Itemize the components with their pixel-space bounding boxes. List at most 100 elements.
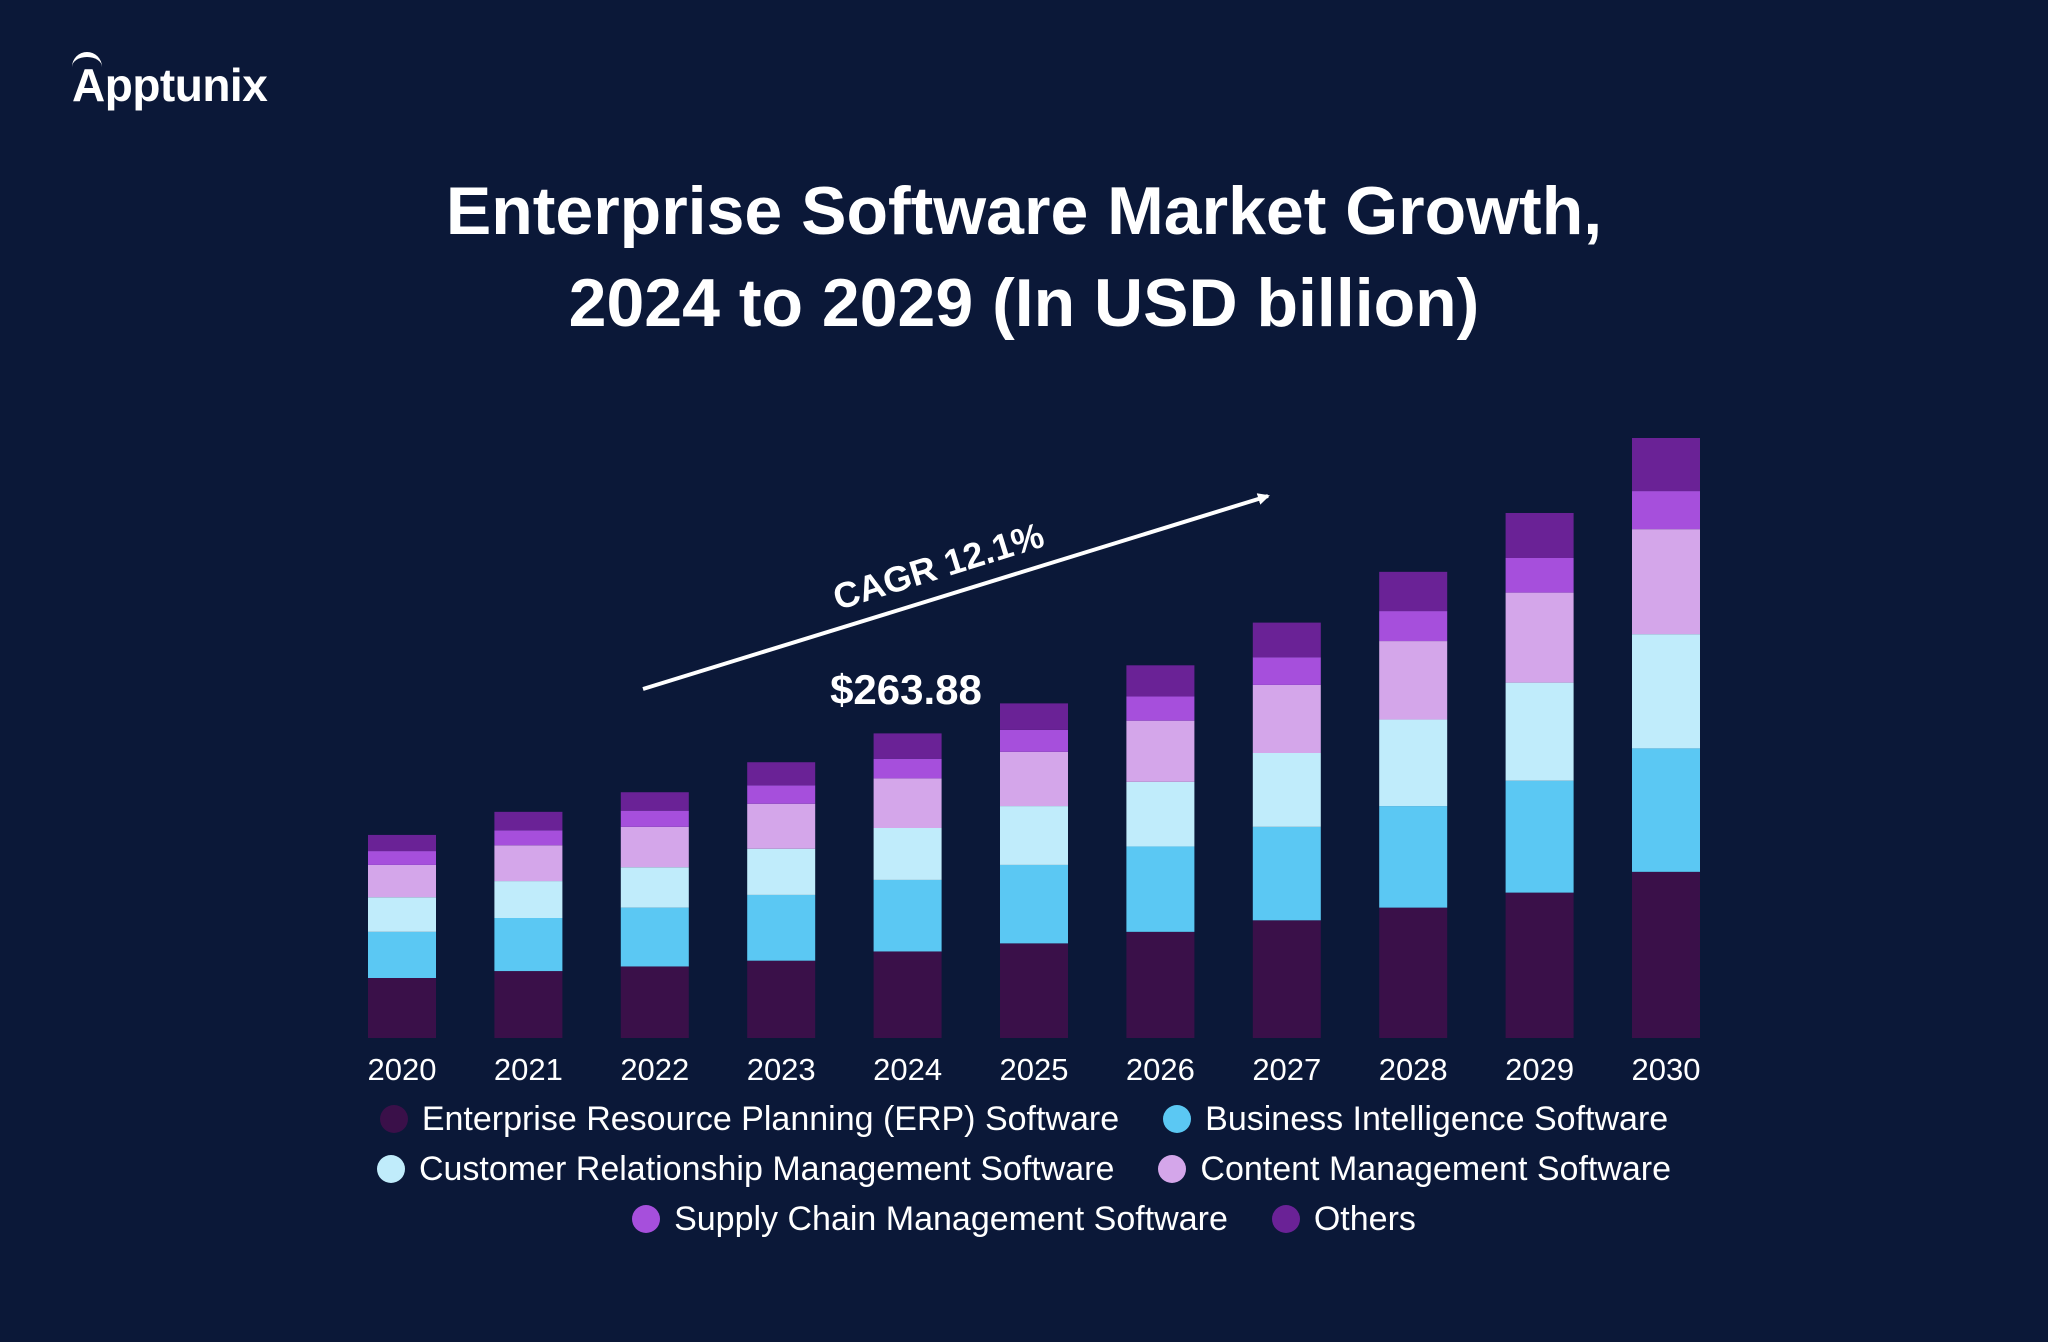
chart-title-line-1: Enterprise Software Market Growth, [445, 173, 1603, 249]
bar-segment-2023-series-4 [747, 785, 816, 804]
legend-label: Content Management Software [1200, 1149, 1672, 1188]
bar-segment-2022-series-2 [620, 867, 689, 908]
bar-segment-2020-series-3 [368, 864, 436, 898]
logo-arc-icon [72, 52, 102, 67]
legend-item: Supply Chain Management Software [632, 1200, 1228, 1239]
highlight-value-label: $263.88 [830, 666, 982, 713]
bar-segment-2029-series-4 [1505, 558, 1574, 593]
legend-swatch-icon [632, 1205, 661, 1233]
x-axis-tick-labels: 2020 2021 2022 2023 2024 2025 2026 2027 2028 2029… [368, 1052, 1701, 1087]
bar-segment-2025-series-3 [1000, 751, 1068, 807]
bar-segment-2030-series-5 [1632, 438, 1700, 492]
chart-title: Enterprise Software Market Growth, 2024 … [0, 165, 2048, 349]
bar-segment-2020-series-1 [368, 931, 436, 978]
legend-swatch-icon [1163, 1105, 1192, 1133]
x-tick-label-2022: 2022 [620, 1052, 689, 1087]
bar-segment-2030-series-4 [1632, 491, 1700, 530]
bar-segment-2029-series-2 [1505, 682, 1574, 781]
bar-segment-2024-series-0 [873, 951, 942, 1038]
bar-segment-2022-series-0 [620, 966, 689, 1038]
bar-segment-2028-series-2 [1379, 719, 1448, 807]
bar-segment-2029-series-5 [1505, 513, 1574, 558]
legend-swatch-icon [379, 1105, 408, 1133]
bar-segment-2027-series-5 [1252, 622, 1321, 658]
x-tick-label-2030: 2030 [1632, 1052, 1701, 1087]
bar-segment-2027-series-3 [1252, 684, 1321, 753]
bar-segment-2021-series-3 [494, 845, 563, 882]
x-tick-label-2020: 2020 [368, 1052, 437, 1087]
bar-segment-2024-series-2 [873, 828, 942, 880]
bar-segment-2023-series-0 [747, 960, 816, 1038]
bar-segment-2022-series-4 [620, 810, 689, 827]
legend-item: Customer Relationship Management Softwar… [376, 1149, 1115, 1189]
bar-segment-2027-series-1 [1252, 826, 1321, 921]
legend-row-1: Enterprise Resource Planning (ERP) Softw… [0, 1095, 2048, 1143]
bar-segment-2027-series-2 [1252, 753, 1321, 827]
x-tick-label-2028: 2028 [1379, 1052, 1448, 1087]
bar-segment-2028-series-1 [1379, 806, 1448, 908]
bar-segment-2026-series-1 [1126, 846, 1195, 932]
legend-item: Content Management Software [1158, 1150, 1671, 1189]
legend-item: Others [1271, 1199, 1416, 1239]
bar-segment-2024-series-3 [873, 778, 942, 828]
bars-group [368, 438, 1700, 1038]
cagr-trend-arrow [642, 493, 1270, 691]
bar-segment-2026-series-4 [1126, 696, 1195, 721]
chart-title-line-2: 2024 to 2029 (In USD billion) [568, 265, 1480, 341]
bar-segment-2030-series-3 [1632, 529, 1700, 635]
legend-item: Business Intelligence Software [1163, 1100, 1668, 1139]
bar-segment-2026-series-5 [1126, 665, 1195, 697]
bar-segment-2022-series-1 [620, 907, 689, 967]
legend-label: Others [1313, 1199, 1416, 1238]
chart-legend: Enterprise Resource Planning (ERP) Softw… [0, 1095, 2048, 1245]
x-tick-label-2025: 2025 [1000, 1052, 1069, 1087]
bar-segment-2023-series-5 [747, 762, 816, 786]
bar-segment-2021-series-5 [494, 811, 563, 831]
bar-segment-2023-series-1 [747, 894, 816, 961]
bar-segment-2026-series-0 [1126, 931, 1195, 1038]
bar-segment-2025-series-0 [1000, 943, 1068, 1038]
bar-segment-2026-series-3 [1126, 720, 1195, 782]
bar-segment-2029-series-0 [1505, 892, 1574, 1038]
brand-logo: Apptunix [72, 59, 268, 111]
cagr-label: CAGR 12.1% [828, 514, 1048, 618]
legend-swatch-icon [376, 1155, 405, 1183]
bar-segment-2028-series-5 [1379, 571, 1448, 612]
bar-segment-2030-series-2 [1632, 634, 1700, 749]
bar-segment-2025-series-2 [1000, 806, 1068, 865]
bar-segment-2020-series-0 [368, 978, 436, 1038]
bar-segment-2020-series-5 [368, 834, 436, 852]
bar-segment-2023-series-3 [747, 803, 816, 849]
bar-segment-2020-series-4 [368, 851, 436, 865]
bar-segment-2021-series-4 [494, 830, 563, 846]
bar-segment-2024-series-1 [873, 879, 942, 952]
bar-segment-2025-series-5 [1000, 703, 1068, 730]
x-tick-label-2021: 2021 [494, 1052, 563, 1087]
legend-item: Enterprise Resource Planning (ERP) Softw… [379, 1099, 1120, 1139]
legend-label: Customer Relationship Management Softwar… [418, 1149, 1115, 1188]
bar-segment-2028-series-0 [1379, 907, 1448, 1038]
bar-segment-2021-series-1 [494, 918, 563, 972]
bar-segment-2030-series-1 [1632, 748, 1700, 872]
bar-segment-2030-series-0 [1632, 871, 1700, 1038]
legend-row-3: Supply Chain Management Software Others [0, 1195, 2048, 1243]
bar-segment-2025-series-4 [1000, 729, 1068, 752]
bar-segment-2022-series-3 [620, 826, 689, 868]
bar-segment-2027-series-0 [1252, 920, 1321, 1038]
bar-segment-2024-series-4 [873, 758, 942, 779]
legend-label: Business Intelligence Software [1205, 1099, 1669, 1138]
bar-segment-2024-series-5 [873, 733, 942, 759]
bar-segment-2028-series-3 [1379, 641, 1448, 720]
x-tick-label-2023: 2023 [747, 1052, 816, 1087]
x-tick-label-2024: 2024 [873, 1052, 942, 1087]
bar-segment-2028-series-4 [1379, 611, 1448, 642]
bar-segment-2029-series-1 [1505, 780, 1574, 893]
legend-swatch-icon [1158, 1155, 1187, 1183]
legend-label: Supply Chain Management Software [674, 1199, 1228, 1238]
bar-segment-2027-series-4 [1252, 657, 1321, 685]
legend-label: Enterprise Resource Planning (ERP) Softw… [421, 1099, 1120, 1138]
x-tick-label-2027: 2027 [1252, 1052, 1321, 1087]
x-tick-label-2026: 2026 [1126, 1052, 1195, 1087]
bar-segment-2021-series-0 [494, 971, 563, 1038]
